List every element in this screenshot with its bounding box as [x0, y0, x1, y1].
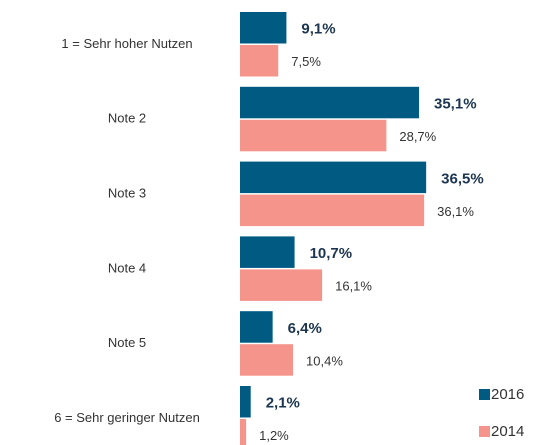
bar — [240, 12, 287, 44]
bar — [240, 386, 251, 418]
value-label: 10,7% — [310, 245, 353, 262]
bar — [240, 119, 387, 152]
legend-swatch — [479, 426, 490, 437]
category-label: 6 = Sehr geringer Nutzen — [54, 410, 200, 425]
bar — [240, 86, 420, 119]
value-label: 1,2% — [259, 428, 289, 443]
bar — [240, 45, 279, 77]
value-label: 35,1% — [434, 96, 477, 113]
category-label: Note 2 — [108, 111, 146, 126]
value-label: 6,4% — [288, 320, 322, 337]
legend-label: 2016 — [491, 386, 524, 403]
bar — [240, 194, 425, 227]
bar — [240, 269, 323, 301]
value-label: 28,7% — [399, 129, 436, 144]
value-label: 9,1% — [301, 21, 335, 38]
legend-label: 2014 — [491, 423, 524, 440]
bar — [240, 419, 247, 445]
category-label: Note 3 — [108, 186, 146, 201]
value-label: 2,1% — [266, 395, 300, 412]
bar — [240, 311, 273, 343]
bar — [240, 344, 294, 376]
bar — [240, 161, 427, 194]
category-label: Note 5 — [108, 335, 146, 350]
category-label: 1 = Sehr hoher Nutzen — [61, 36, 192, 51]
value-label: 36,1% — [437, 204, 474, 219]
value-label: 10,4% — [306, 353, 343, 368]
value-label: 7,5% — [291, 54, 321, 69]
category-label: Note 4 — [108, 260, 146, 275]
bar — [240, 236, 295, 268]
value-label: 36,5% — [441, 170, 484, 187]
value-label: 16,1% — [335, 279, 372, 294]
legend-swatch — [479, 389, 490, 400]
